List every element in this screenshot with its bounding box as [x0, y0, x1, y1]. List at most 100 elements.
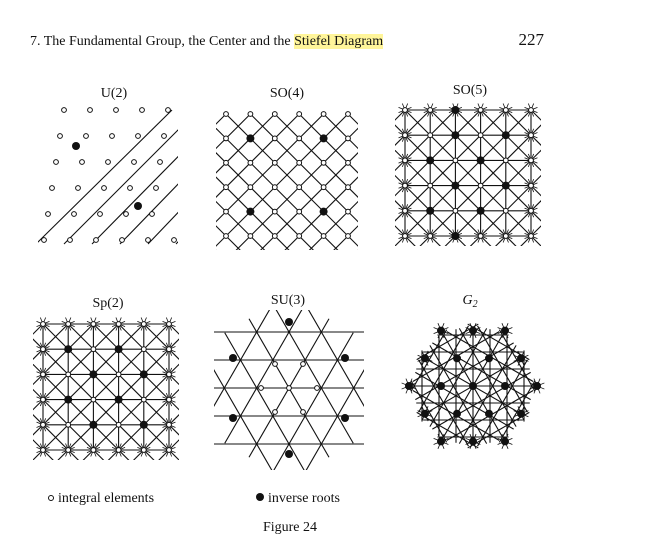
integral-element	[109, 133, 115, 139]
integral-element	[145, 237, 151, 243]
integral-element	[65, 371, 72, 378]
inverse-root	[437, 382, 445, 390]
integral-element	[101, 185, 107, 191]
integral-element	[427, 107, 434, 113]
label-g2-main: G	[462, 293, 473, 308]
integral-element	[223, 184, 229, 191]
label-sp2: Sp(2)	[92, 296, 124, 311]
inverse-root	[89, 370, 98, 379]
inverse-root	[229, 414, 237, 422]
lattice-line	[395, 109, 532, 246]
inverse-root	[72, 142, 80, 150]
inverse-root	[319, 134, 328, 143]
integral-element	[90, 396, 97, 403]
integral-element	[65, 447, 72, 453]
integral-element	[271, 208, 278, 215]
integral-element	[115, 321, 122, 327]
integral-element	[272, 361, 278, 367]
integral-element	[502, 233, 509, 239]
inverse-root	[517, 409, 525, 418]
label-g2: G2	[400, 293, 540, 310]
integral-element	[320, 184, 327, 191]
label-so5: SO(5)	[452, 83, 488, 98]
integral-element	[57, 133, 63, 139]
integral-element	[296, 208, 303, 215]
integral-element	[296, 135, 303, 142]
integral-element	[477, 233, 484, 239]
integral-element	[296, 184, 303, 191]
lattice-line	[216, 113, 300, 198]
integral-element	[166, 371, 172, 378]
integral-element	[93, 237, 99, 243]
inverse-root	[114, 395, 123, 404]
integral-element	[223, 111, 229, 117]
inverse-root	[469, 382, 477, 390]
lattice-line	[33, 323, 170, 460]
lattice-line	[216, 176, 290, 250]
inverse-root	[451, 232, 460, 240]
inverse-root	[114, 345, 123, 354]
inverse-root	[341, 414, 349, 422]
inverse-root	[64, 395, 73, 404]
integral-element	[67, 237, 73, 243]
integral-element	[402, 233, 408, 239]
inverse-root	[341, 354, 349, 362]
lattice-line	[224, 310, 303, 444]
integral-element	[296, 233, 303, 239]
integral-element	[272, 409, 278, 415]
lattice-line	[498, 380, 536, 443]
integral-element	[90, 346, 97, 353]
inverse-root	[246, 134, 255, 143]
integral-element	[402, 182, 408, 189]
integral-element	[502, 207, 509, 214]
integral-element	[271, 159, 278, 166]
integral-element	[53, 159, 59, 165]
diagram-so5	[395, 103, 541, 246]
integral-element	[115, 371, 122, 378]
integral-element	[345, 159, 351, 166]
integral-element	[300, 409, 306, 415]
inverse-root	[134, 202, 142, 210]
integral-element	[49, 185, 55, 191]
integral-element	[71, 211, 77, 217]
integral-element	[258, 385, 264, 391]
inverse-root	[485, 409, 493, 418]
integral-element	[345, 135, 351, 142]
integral-element	[140, 447, 147, 453]
chapter-title: 7. The Fundamental Group, the Center and…	[30, 34, 295, 49]
lattice-line	[42, 323, 179, 460]
lattice-line	[91, 155, 178, 245]
integral-element	[166, 321, 172, 327]
integral-element	[320, 111, 327, 117]
integral-element	[223, 233, 229, 239]
lattice-line	[284, 176, 358, 250]
legend-roots: inverse roots	[256, 491, 340, 507]
inverse-root	[485, 354, 493, 363]
lattice-line	[275, 310, 354, 444]
lattice-line	[415, 342, 514, 401]
integral-element	[115, 447, 122, 453]
integral-element	[402, 157, 408, 164]
integral-element	[247, 159, 254, 166]
label-u2: U(2)	[100, 86, 128, 101]
lattice-line	[147, 211, 178, 245]
integral-element	[140, 346, 147, 353]
lattice-line	[418, 325, 469, 413]
lattice-line	[119, 183, 178, 245]
integral-element	[123, 211, 129, 217]
inverse-root	[453, 354, 461, 363]
integral-element	[157, 159, 163, 165]
label-g2-sub: 2	[472, 299, 478, 310]
inverse-root	[229, 354, 237, 362]
lattice-line	[432, 371, 531, 430]
highlighted-term: Stiefel Diagram	[294, 34, 384, 49]
inverse-root	[426, 206, 435, 215]
inverse-root	[501, 382, 509, 390]
integral-element	[247, 184, 254, 191]
inverse-root	[469, 437, 477, 446]
inverse-root	[533, 382, 541, 390]
integral-element	[271, 111, 278, 117]
lattice-line	[38, 109, 173, 243]
filled-circle-icon	[256, 493, 264, 501]
inverse-root	[501, 437, 509, 446]
